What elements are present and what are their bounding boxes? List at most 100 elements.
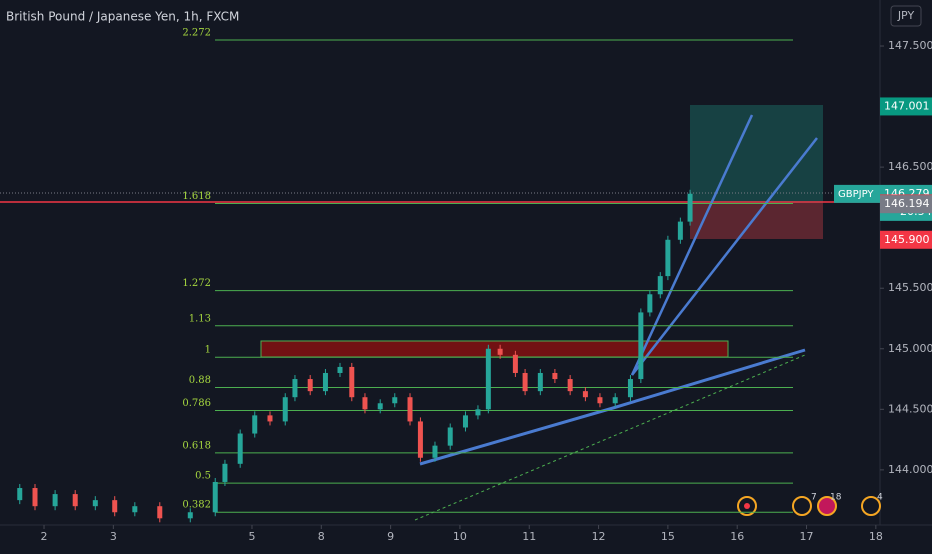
currency-label: JPY [897, 9, 915, 22]
candle [567, 379, 573, 392]
candle [32, 488, 38, 507]
event-dot [744, 503, 750, 509]
candle [222, 463, 228, 482]
candle [307, 379, 313, 392]
price-tag [880, 230, 932, 249]
event-count: 18 [830, 493, 842, 503]
candle [267, 415, 273, 422]
x-tick-label: 8 [318, 530, 325, 543]
candle [212, 481, 218, 513]
target-zone [690, 105, 823, 203]
symbol-tag [834, 184, 880, 203]
candle [349, 366, 355, 398]
candle [677, 221, 683, 240]
price-tag [880, 195, 932, 214]
candle [417, 421, 423, 458]
fib-label: 1.272 [182, 278, 211, 289]
candle [657, 276, 663, 295]
fib-label: 2.272 [182, 27, 211, 38]
candle [322, 372, 328, 392]
candle [475, 409, 481, 416]
x-tick-label: 15 [661, 530, 675, 543]
fan-line [631, 137, 818, 376]
candle [392, 397, 398, 404]
candle [447, 427, 453, 446]
candle [522, 372, 528, 392]
x-tick-label: 5 [248, 530, 255, 543]
event-icon[interactable] [861, 496, 881, 516]
event-icon[interactable] [792, 496, 812, 516]
candle [512, 354, 518, 373]
event-count: 7 [811, 493, 817, 503]
symbol-name: GBPJPY [838, 189, 874, 200]
price-tag [880, 97, 932, 116]
candle [132, 506, 138, 513]
candle [537, 372, 543, 392]
fan-line [630, 114, 754, 376]
event-icon[interactable] [817, 496, 837, 516]
candle [612, 397, 618, 404]
candle [407, 397, 413, 422]
trendline [419, 348, 806, 466]
candle [687, 193, 693, 222]
candle [377, 403, 383, 410]
dashed-trendline [414, 354, 806, 521]
fib-label: 1.13 [189, 313, 211, 324]
fib-label: 0.88 [189, 375, 211, 386]
y-tick-label: 145.500 [888, 281, 932, 294]
fib-label: 0.5 [195, 471, 211, 482]
fib-label: 0.786 [182, 398, 211, 409]
currency-button[interactable] [890, 5, 922, 27]
events: 7 18 4 [737, 493, 883, 516]
x-tick-label: 12 [592, 530, 606, 543]
candle [282, 397, 288, 422]
candle [497, 348, 503, 355]
candle [462, 415, 468, 428]
x-tick-label: 10 [453, 530, 467, 543]
price-tag-label: 147.001 [884, 99, 930, 112]
candle [112, 500, 118, 513]
x-tick-label: 18 [869, 530, 883, 543]
y-tick-label: 145.000 [888, 342, 932, 355]
fib-label: 0.382 [182, 500, 211, 511]
candle [362, 397, 368, 410]
candle [252, 415, 258, 434]
y-tick-label: 144.500 [888, 402, 932, 415]
chart-title: British Pound / Japanese Yen, 1h, FXCM [6, 10, 239, 24]
candle [237, 433, 243, 464]
price-tag-label: 145.900 [884, 233, 930, 246]
candle [627, 379, 633, 398]
candle [17, 488, 23, 501]
y-tick-label: 147.500 [888, 39, 932, 52]
candle [597, 397, 603, 404]
candle [72, 494, 78, 507]
x-tick-label: 9 [387, 530, 394, 543]
candle [92, 500, 98, 507]
candle [638, 312, 644, 380]
candle [552, 372, 558, 380]
x-tick-label: 3 [110, 530, 117, 543]
x-tick-label: 11 [522, 530, 536, 543]
candle [337, 366, 343, 373]
candle [665, 239, 671, 277]
fib-label: 1.618 [182, 191, 211, 202]
x-tick-label: 17 [800, 530, 814, 543]
candle [157, 506, 163, 519]
candle [52, 494, 58, 507]
fib-label: 0.618 [182, 440, 211, 451]
price-tag-label: 146.194 [884, 197, 930, 210]
x-tick-label: 2 [41, 530, 48, 543]
y-tick-label: 146.500 [888, 160, 932, 173]
x-tick-label: 16 [730, 530, 744, 543]
y-tick-label: 144.000 [888, 463, 932, 476]
stop-zone [690, 203, 823, 239]
event-count: 4 [877, 493, 883, 503]
candle [292, 379, 298, 398]
fib-label: 1 [205, 345, 211, 356]
candle [582, 391, 588, 398]
candle [432, 445, 438, 458]
candle [485, 348, 491, 410]
candle [647, 294, 653, 313]
